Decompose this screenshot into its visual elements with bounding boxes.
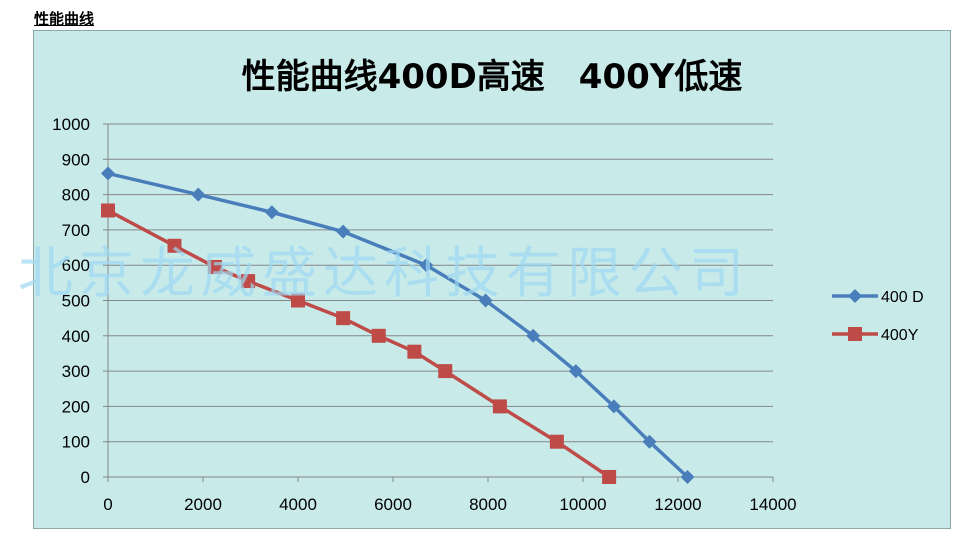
data-point [336,224,351,239]
data-point [241,274,256,289]
data-point [419,258,434,273]
data-point [568,364,583,379]
legend-item: 400Y [832,327,919,344]
data-point [549,434,564,449]
data-point [291,293,305,308]
x-tick-label: 6000 [374,495,412,514]
data-point [371,328,386,343]
y-tick-label: 200 [62,397,90,416]
data-point [642,434,657,449]
data-point [680,470,695,484]
legend: 400 D 400Y [832,289,924,344]
legend-label: 400 D [881,289,924,306]
legend-item: 400 D [832,289,924,306]
data-point [606,399,621,414]
data-point [101,166,115,181]
data-point [167,238,182,253]
data-point [207,259,222,274]
data-point [101,203,115,218]
chart-frame [33,30,951,529]
legend-label: 400Y [881,327,919,344]
y-tick-label: 800 [62,186,90,205]
x-tick-label: 10000 [559,495,606,514]
y-tick-label: 600 [62,256,90,275]
y-tick-label: 400 [62,327,90,346]
series-line [107,208,611,479]
grid-lines [108,123,773,478]
data-point [191,187,206,202]
x-tick-label: 14000 [749,495,796,514]
data-point [264,205,279,220]
x-tick-label: 12000 [654,495,701,514]
page-heading: 性能曲线 [34,10,95,28]
series-line [107,171,689,479]
data-point [407,344,422,359]
series-1 [101,166,695,484]
y-tick-label: 1000 [52,115,90,134]
x-tick-label: 4000 [279,495,317,514]
y-tick-label: 500 [62,292,90,311]
x-tick-label: 8000 [469,495,507,514]
data-point [336,311,351,326]
data-point [526,328,541,343]
x-tick-label: 2000 [184,495,222,514]
legend-marker [848,327,862,341]
data-point [602,470,617,484]
x-tick-label: 0 [103,495,112,514]
y-tick-label: 0 [81,468,90,487]
data-point [492,399,507,414]
data-point [438,364,453,379]
chart-title: 性能曲线400D高速 400Y低速 [242,57,743,97]
y-tick-label: 100 [62,433,90,452]
data-point [478,293,493,308]
y-tick-label: 700 [62,221,90,240]
y-tick-label: 900 [62,150,90,169]
legend-marker [848,289,862,303]
series-2 [101,203,617,484]
y-tick-label: 300 [62,362,90,381]
series-layer [101,166,695,484]
